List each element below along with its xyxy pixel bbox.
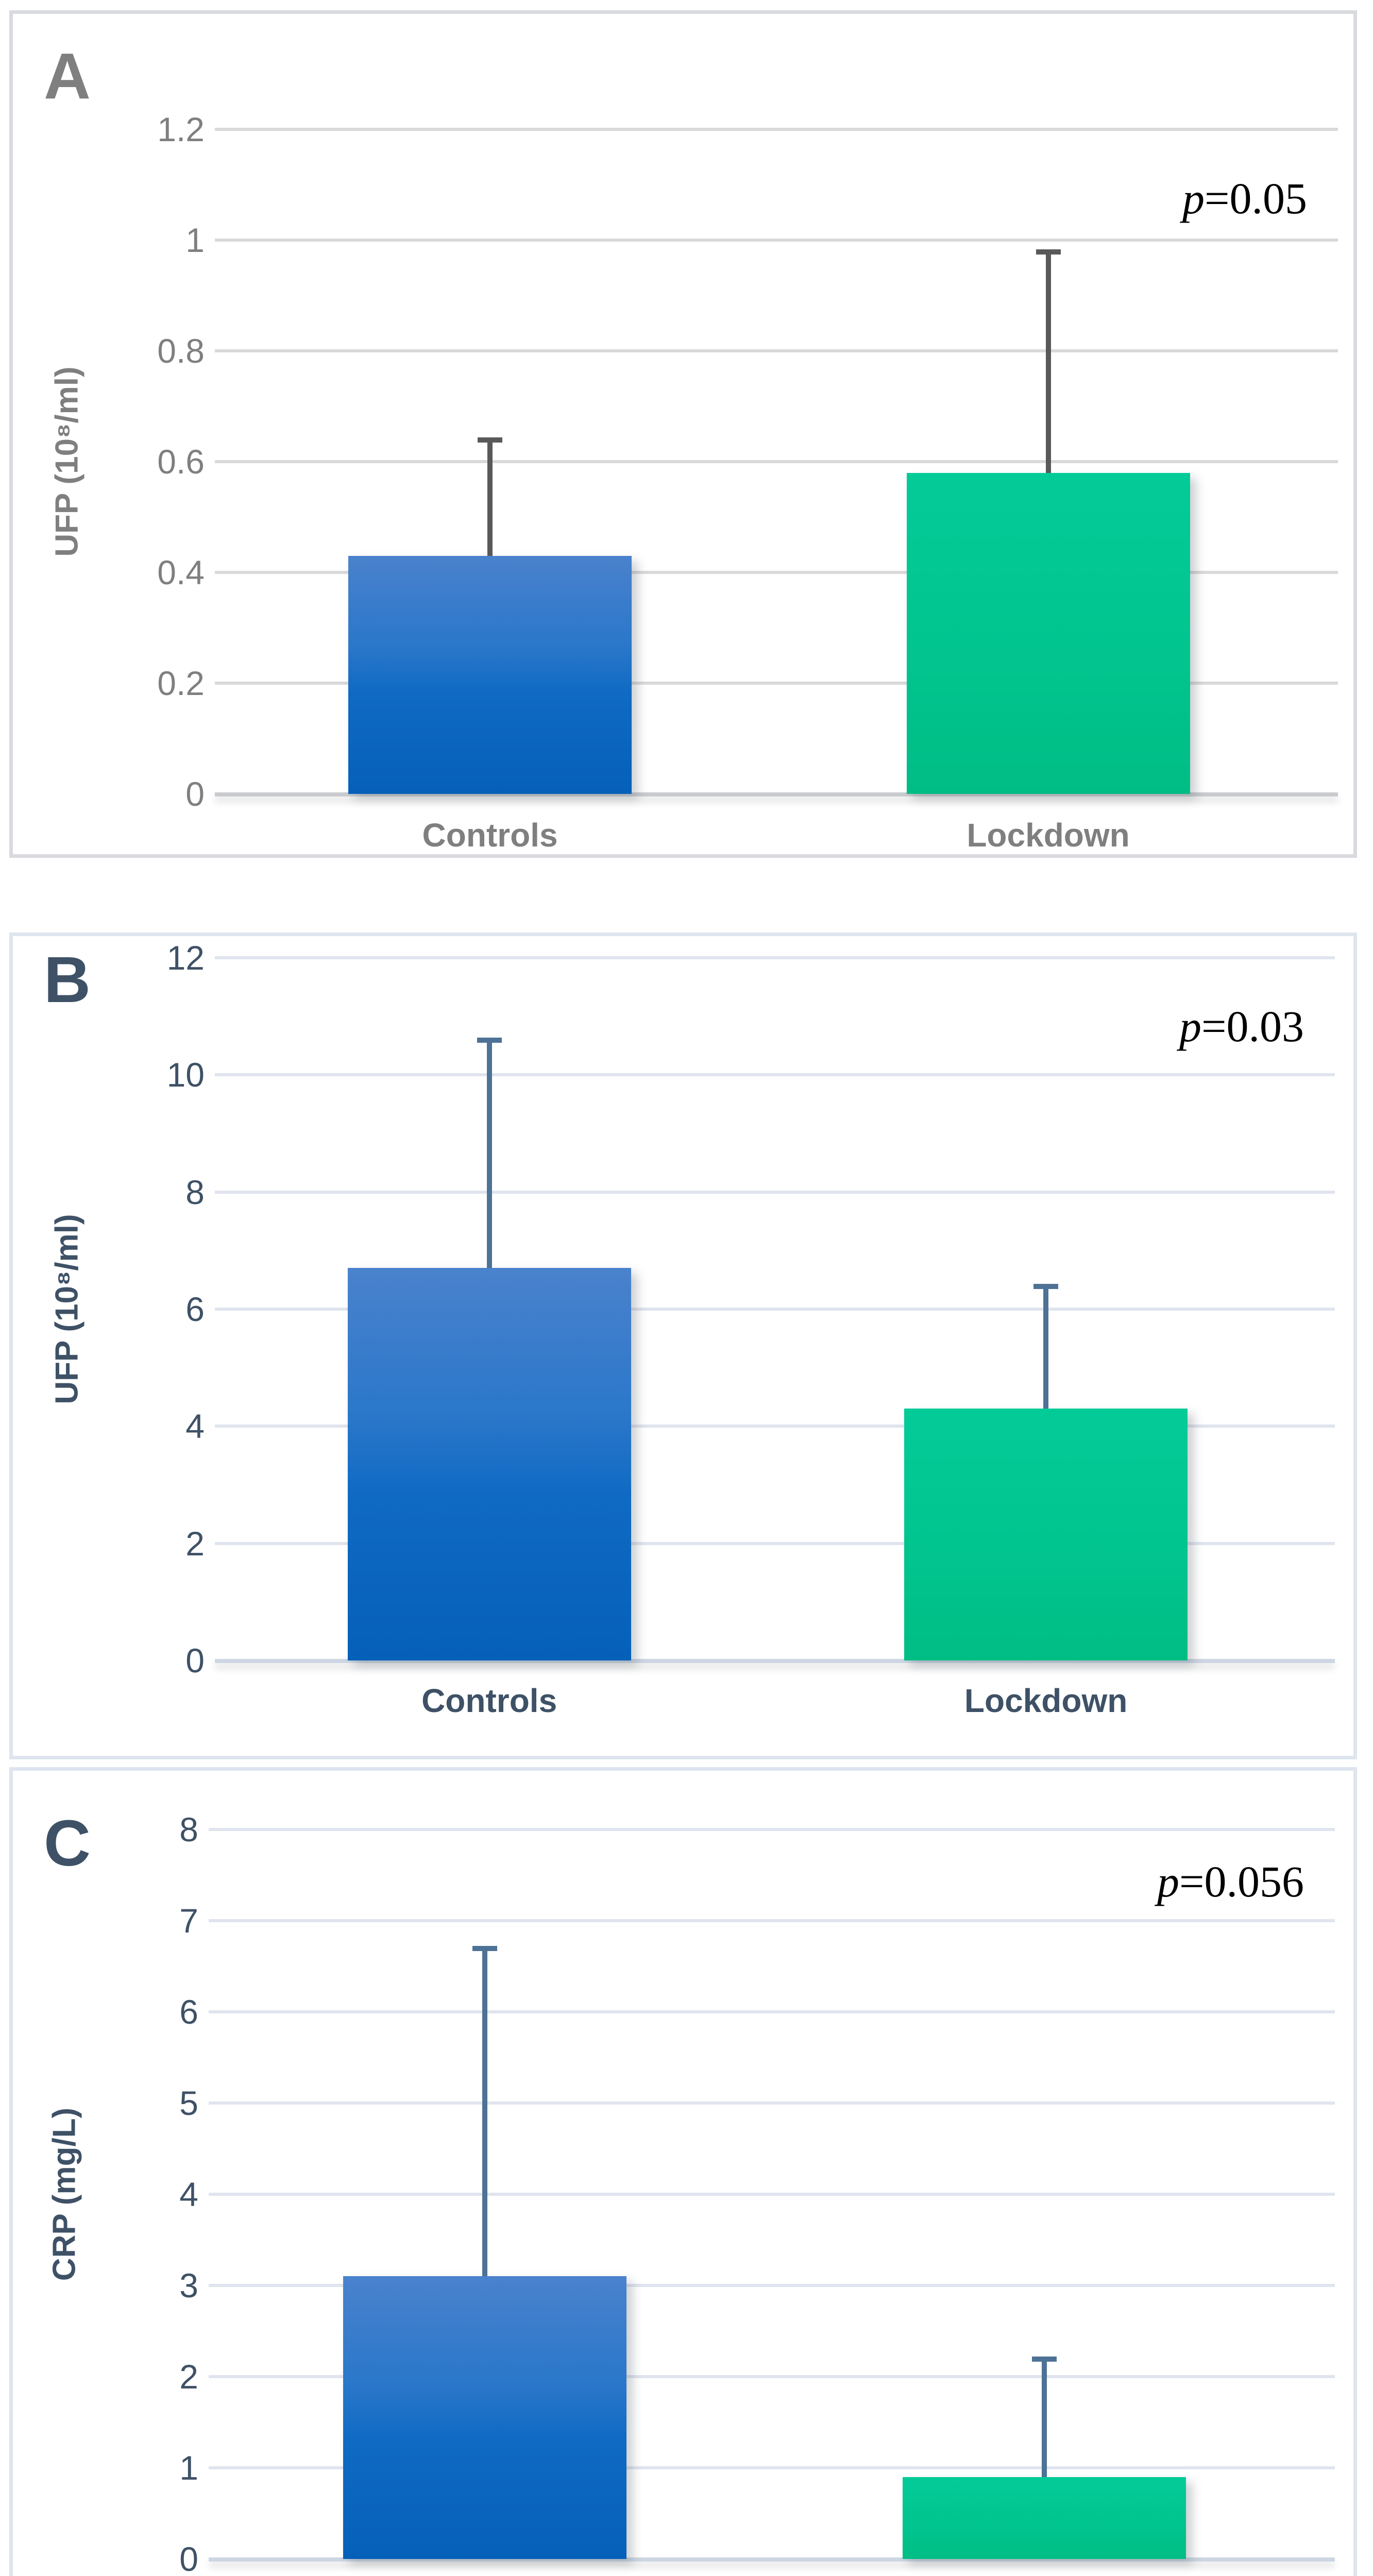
x-axis-line <box>215 1659 1335 1663</box>
error-bar-controls <box>487 439 493 556</box>
p-symbol: p <box>1157 1857 1179 1906</box>
y-tick-label: 1 <box>185 221 205 259</box>
error-bar-cap <box>1032 2356 1057 2362</box>
bar-controls <box>348 555 632 794</box>
y-tick-label: 0.8 <box>157 332 205 370</box>
y-tick-label: 3 <box>179 2266 198 2304</box>
y-tick-label: 0.6 <box>157 443 205 481</box>
bar-lockdown <box>906 472 1190 794</box>
gridline <box>215 1541 1335 1545</box>
p-symbol: p <box>1179 1002 1201 1051</box>
y-tick-label: 7 <box>179 1902 198 1940</box>
y-tick-label: 12 <box>166 939 205 977</box>
error-bar-cap <box>477 1038 502 1043</box>
bar-controls <box>343 2276 626 2559</box>
p-value-annotation: p=0.03 <box>840 1004 1304 1048</box>
x-category-label-controls: Controls <box>422 817 558 854</box>
x-category-label-lockdown: Lockdown <box>967 817 1130 854</box>
gridline <box>209 2466 1335 2469</box>
y-tick-label: 6 <box>185 1290 205 1328</box>
y-tick-label: 2 <box>179 2358 198 2396</box>
error-bar-cap <box>1033 1283 1059 1289</box>
gridline <box>209 2010 1335 2013</box>
p-value: =0.05 <box>1204 174 1307 223</box>
gridline <box>209 2102 1335 2105</box>
y-tick-label: 4 <box>185 1407 205 1446</box>
gridline <box>209 1919 1335 1922</box>
error-bar-controls <box>482 1948 487 2277</box>
y-tick-label: 0 <box>179 2540 198 2576</box>
gridline <box>215 349 1338 352</box>
p-value-annotation: p=0.056 <box>840 1859 1304 1904</box>
p-value: =0.03 <box>1201 1002 1304 1051</box>
y-tick-label: 8 <box>185 1173 205 1211</box>
gridline <box>215 1308 1335 1311</box>
panel-label-a: A <box>44 40 91 112</box>
bar-lockdown <box>903 2477 1186 2559</box>
gridline <box>215 128 1338 131</box>
gridline <box>209 1828 1335 1831</box>
gridline <box>209 2375 1335 2378</box>
y-tick-label: 1.2 <box>157 110 205 148</box>
gridline <box>215 1073 1335 1077</box>
bar-lockdown <box>904 1409 1188 1660</box>
gridline <box>215 1190 1335 1194</box>
error-bar-cap <box>472 1946 497 1952</box>
gridline <box>215 956 1335 959</box>
p-value: =0.056 <box>1179 1857 1304 1906</box>
panel-label-c: C <box>44 1807 91 1879</box>
y-tick-label: 0 <box>185 1641 205 1680</box>
p-value-annotation: p=0.05 <box>843 176 1307 221</box>
gridline <box>215 571 1338 574</box>
y-tick-label: 5 <box>179 2084 198 2122</box>
panel-a: A UFP (10⁸/ml) 1.2 1 0.8 0.6 0.4 0.2 0 Controls Lo… <box>9 10 1357 858</box>
y-tick-label: 0.4 <box>157 553 205 591</box>
error-bar-lockdown <box>1045 251 1051 473</box>
gridline <box>215 682 1338 685</box>
error-bar-cap <box>1036 249 1061 255</box>
x-axis-line <box>215 792 1338 796</box>
gridline <box>215 460 1338 463</box>
error-bar-lockdown <box>1042 2358 1047 2477</box>
gridline <box>215 239 1338 242</box>
x-category-label-controls: Controls <box>421 1682 557 1719</box>
x-category-label-lockdown: Lockdown <box>964 1682 1128 1719</box>
y-tick-label: 10 <box>166 1056 205 1094</box>
y-tick-label: 2 <box>185 1524 205 1563</box>
y-tick-label: 1 <box>179 2449 198 2487</box>
error-bar-cap <box>478 437 503 443</box>
error-bar-controls <box>486 1040 492 1268</box>
bar-controls <box>347 1268 631 1660</box>
y-tick-label: 4 <box>179 2175 198 2213</box>
y-tick-label: 6 <box>179 1993 198 2031</box>
p-symbol: p <box>1182 174 1205 223</box>
error-bar-lockdown <box>1043 1285 1049 1409</box>
y-tick-label: 0 <box>185 775 205 813</box>
panel-label-b: B <box>44 943 91 1016</box>
gridline <box>209 2193 1335 2196</box>
panel-b: B UFP (10⁸/ml) 12 10 8 6 4 2 0 Controls Lockdown p=… <box>9 933 1357 1759</box>
x-axis-line <box>209 2557 1335 2562</box>
gridline <box>209 2284 1335 2287</box>
gridline <box>215 1425 1335 1428</box>
y-tick-label: 0.2 <box>157 664 205 702</box>
y-tick-label: 8 <box>179 1810 198 1849</box>
